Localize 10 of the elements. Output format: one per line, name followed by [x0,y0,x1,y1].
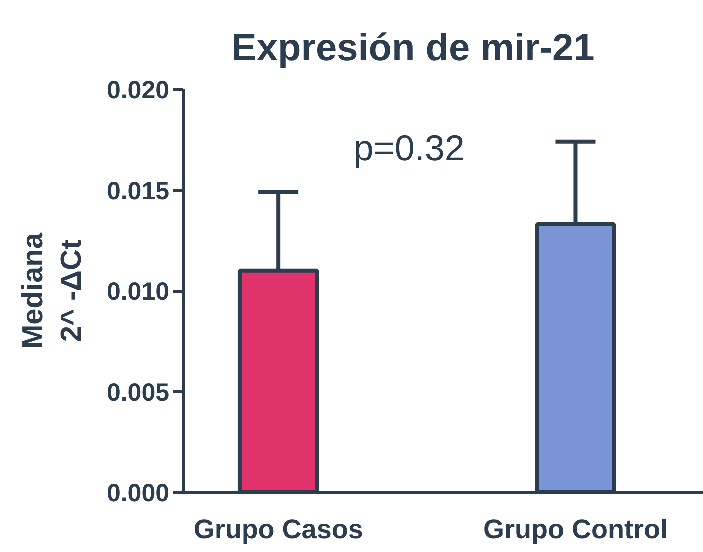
y-tick-label: 0.015 [106,177,170,206]
chart-title: Expresión de mir-21 [232,28,595,70]
y-tick-label: 0.005 [106,378,170,407]
annotation: p=0.32 [354,127,465,168]
y-tick-label: 0.000 [106,480,170,508]
y-tick-label: 0.020 [106,76,170,104]
x-tick-label: Grupo Control [483,514,668,544]
y-tick-label: 0.010 [106,278,170,306]
y-axis-title: Mediana 2^ -ΔCt [18,232,88,350]
x-tick-label: Grupo Casos [194,514,364,544]
